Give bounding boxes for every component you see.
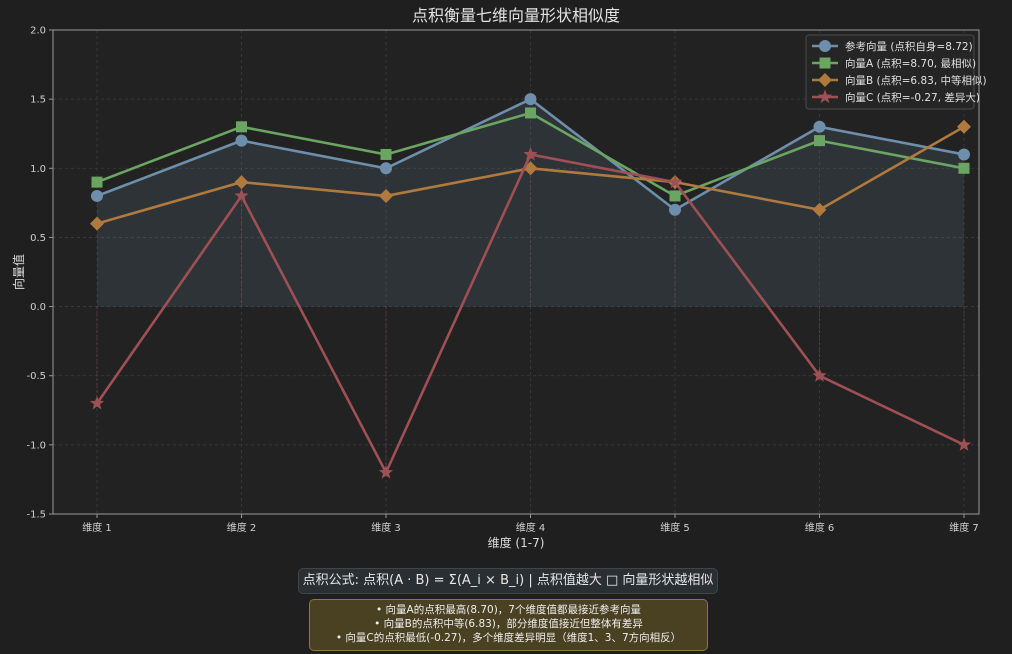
legend-label: 向量C (点积=-0.27, 差异大) bbox=[845, 91, 980, 104]
y-tick-label: 1.0 bbox=[30, 164, 46, 175]
legend-box bbox=[805, 34, 975, 110]
x-tick-label: 维度 2 bbox=[227, 521, 257, 534]
reference-area-fill bbox=[97, 99, 964, 307]
data-point-vector-c bbox=[523, 146, 538, 161]
y-tick-label: -1.5 bbox=[26, 510, 46, 521]
x-axis-label: 维度 (1-7) bbox=[488, 535, 545, 550]
data-point-vector-c bbox=[89, 395, 105, 410]
y-tick-label: 1.5 bbox=[30, 95, 46, 106]
x-tick-label: 维度 3 bbox=[371, 521, 401, 534]
data-point-vector-c bbox=[234, 188, 249, 203]
data-point-vector-c bbox=[956, 437, 972, 451]
data-point-vector-a bbox=[525, 107, 536, 119]
data-point-reference bbox=[813, 120, 826, 133]
data-point-reference bbox=[958, 148, 970, 161]
data-point-vector-a bbox=[814, 135, 825, 147]
data-point-vector-c bbox=[667, 174, 683, 189]
data-point-vector-a bbox=[958, 162, 970, 174]
legend-marker-reference bbox=[819, 40, 831, 52]
data-point-vector-b bbox=[957, 119, 971, 134]
data-point-vector-c bbox=[812, 368, 827, 382]
x-tick-label: 维度 1 bbox=[82, 521, 112, 534]
data-point-reference bbox=[91, 189, 103, 202]
x-tick-label: 维度 5 bbox=[660, 521, 690, 534]
legend-label: 向量B (点积=6.83, 中等相似) bbox=[845, 74, 987, 87]
data-point-vector-b bbox=[379, 188, 393, 203]
notes-box: • 向量A的点积最高(8.70)，7个维度值都最接近参考向量 • 向量B的点积中… bbox=[309, 599, 708, 651]
data-point-vector-a bbox=[91, 176, 103, 188]
plot-frame bbox=[52, 29, 980, 515]
note-line: • 向量B的点积中等(6.83)，部分维度值接近但整体有差异 bbox=[374, 618, 643, 630]
data-point-reference bbox=[524, 93, 537, 106]
legend-label: 向量A (点积=8.70, 最相似) bbox=[845, 57, 976, 70]
data-point-vector-b bbox=[234, 175, 249, 190]
y-tick-label: 0.5 bbox=[30, 233, 46, 244]
y-tick-label: 2.0 bbox=[30, 26, 46, 37]
data-point-reference bbox=[380, 162, 392, 175]
x-tick-label: 维度 7 bbox=[949, 521, 979, 534]
plot-area bbox=[53, 30, 979, 514]
formula-box: 点积公式: 点积(A · B) = Σ(A_i × B_i) | 点积值越大 □… bbox=[298, 568, 718, 594]
data-point-vector-a bbox=[669, 190, 681, 202]
legend-marker-vector-b bbox=[818, 73, 832, 87]
data-point-vector-b bbox=[812, 202, 827, 217]
formula-text: 点积公式: 点积(A · B) = Σ(A_i × B_i) | 点积值越大 □… bbox=[302, 573, 714, 588]
data-point-vector-c bbox=[378, 465, 394, 479]
y-tick-label: 0.0 bbox=[30, 302, 46, 313]
note-line: • 向量C的点积最低(-0.27)，多个维度差异明显（维度1、3、7方向相反） bbox=[335, 632, 682, 644]
legend-marker-vector-c bbox=[817, 89, 833, 104]
data-point-vector-b bbox=[90, 216, 104, 231]
legend-label: 参考向量 (点积自身=8.72) bbox=[845, 40, 973, 53]
legend-marker-vector-a bbox=[819, 57, 831, 69]
line-chart: -1.5 -1.0 -0.5 0.0 0.5 1.0 1.5 2.0 维度 1 维度 2 维度 3 维… bbox=[11, 6, 987, 550]
y-tick-label: -1.0 bbox=[26, 440, 46, 451]
data-point-reference bbox=[669, 203, 681, 216]
chart-title: 点积衡量七维向量形状相似度 bbox=[412, 6, 620, 25]
y-tick-label: -0.5 bbox=[26, 371, 46, 382]
note-line: • 向量A的点积最高(8.70)，7个维度值都最接近参考向量 bbox=[376, 604, 641, 616]
data-point-reference bbox=[235, 134, 248, 147]
y-axis-label: 向量值 bbox=[11, 254, 26, 290]
x-tick-label: 维度 6 bbox=[805, 521, 835, 534]
x-tick-label: 维度 4 bbox=[516, 521, 546, 534]
data-point-vector-a bbox=[236, 121, 247, 133]
data-point-vector-a bbox=[380, 148, 392, 160]
